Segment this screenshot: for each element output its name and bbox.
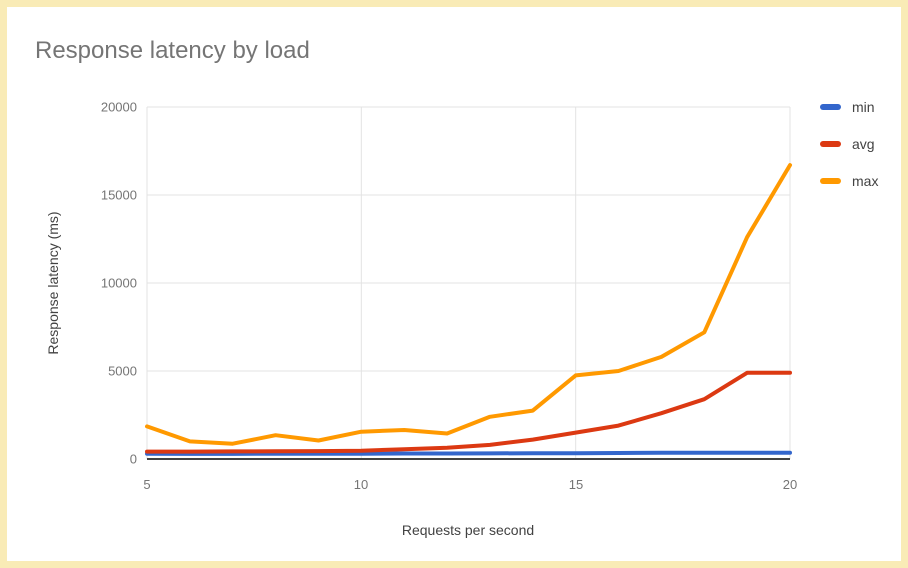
chart-title: Response latency by load <box>35 37 310 64</box>
x-axis-tick-label: 10 <box>353 477 369 492</box>
y-axis-tick-label: 20000 <box>100 99 137 115</box>
legend-swatch <box>820 141 841 147</box>
legend-item-min: min <box>820 97 878 117</box>
series-line-avg <box>145 370 792 454</box>
legend-label: avg <box>852 136 875 152</box>
x-axis-tick-label: 5 <box>143 477 151 492</box>
series-line-max <box>145 163 792 446</box>
legend-swatch <box>820 104 841 110</box>
x-axis-tick-label: 20 <box>782 477 798 492</box>
x-axis-title: Requests per second <box>401 522 535 538</box>
y-axis-title: Response latency (ms) <box>45 211 61 355</box>
legend-label: max <box>852 173 879 189</box>
series-line-min <box>145 450 792 456</box>
line-chart-plot <box>145 106 792 460</box>
y-axis-tick-label: 10000 <box>100 275 137 291</box>
legend-label: min <box>852 99 875 115</box>
y-axis-tick-label: 5000 <box>108 363 137 379</box>
legend-item-avg: avg <box>820 134 878 154</box>
y-axis-tick-label: 0 <box>129 451 137 467</box>
x-axis-tick-label: 15 <box>568 477 584 492</box>
legend-item-max: max <box>820 171 878 191</box>
legend-swatch <box>820 178 841 184</box>
legend: min avg max <box>820 97 878 191</box>
y-axis-tick-label: 15000 <box>100 187 137 203</box>
